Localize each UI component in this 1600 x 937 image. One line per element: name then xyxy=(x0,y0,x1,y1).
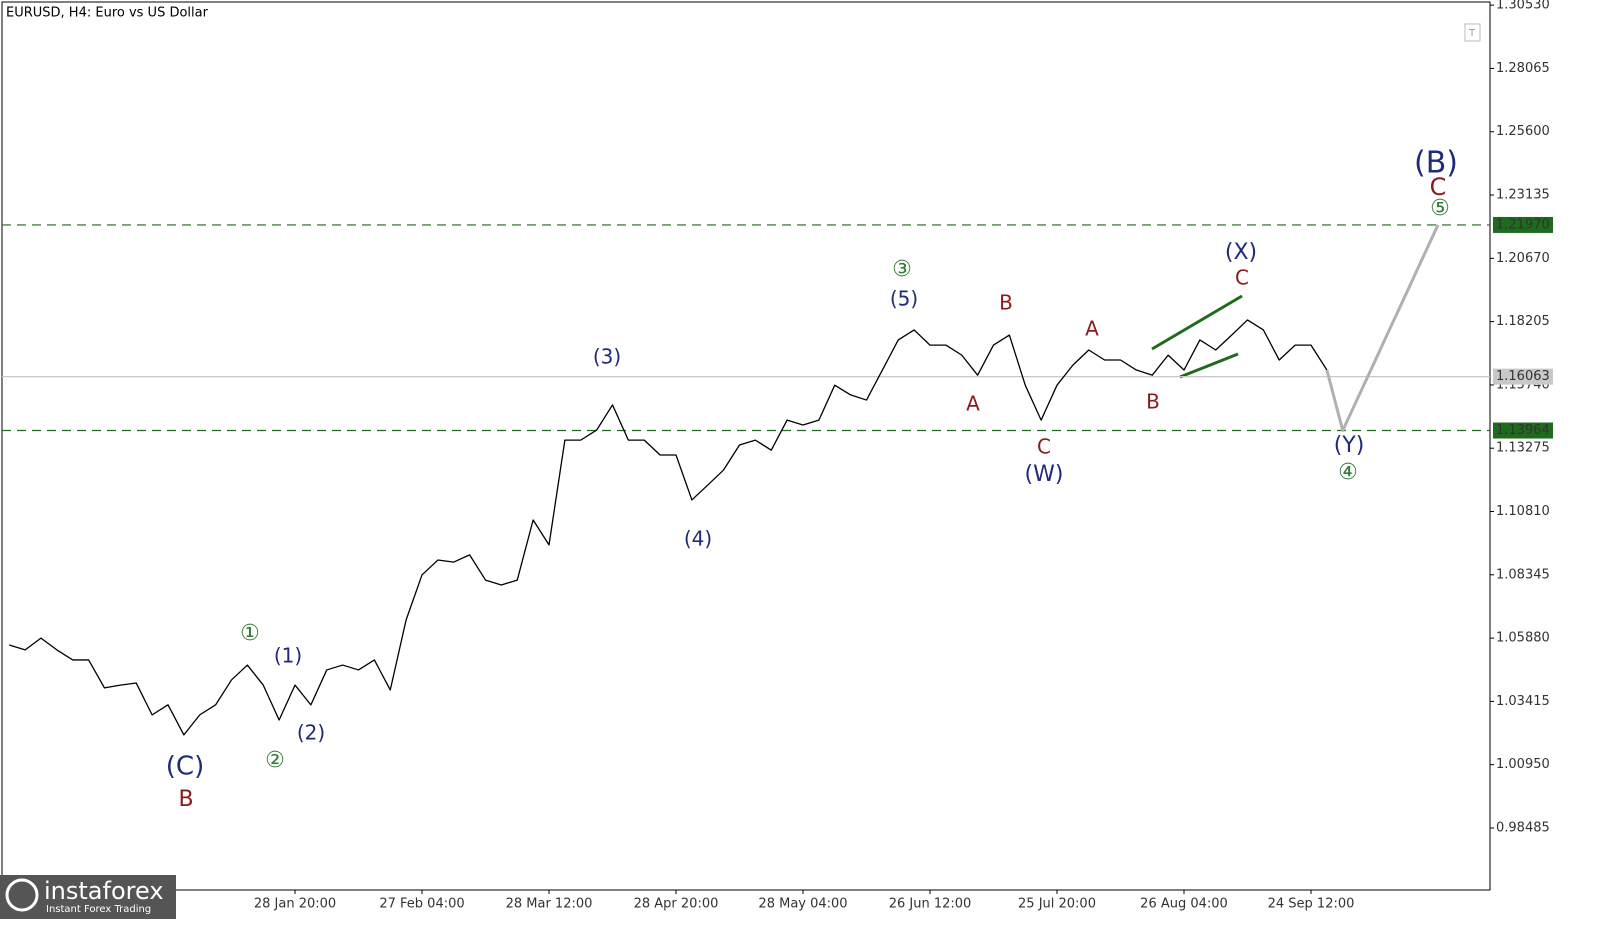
wave-label: (5) xyxy=(890,287,918,311)
x-tick-label: 26 Aug 04:00 xyxy=(1140,897,1228,912)
x-tick-label: 26 Jun 12:00 xyxy=(889,897,972,912)
wave-label: ① xyxy=(240,621,260,646)
toolbar-icon[interactable] xyxy=(1464,23,1481,42)
wave-label: B xyxy=(1146,390,1160,414)
y-tick-label: 1.00950 xyxy=(1496,757,1550,772)
x-tick-label: 28 Jan 20:00 xyxy=(254,897,336,912)
y-tick-label: 1.28065 xyxy=(1496,61,1550,76)
wave-label: B xyxy=(178,787,193,812)
wave-label: (B) xyxy=(1414,146,1458,181)
level-label-box xyxy=(1493,422,1553,439)
price-line xyxy=(9,319,1328,736)
level-label-box xyxy=(1493,216,1553,233)
wave-label: (2) xyxy=(297,721,325,745)
wave-label: A xyxy=(966,392,980,416)
wave-label: A xyxy=(1085,317,1099,341)
wave-label: (4) xyxy=(684,527,712,551)
wave-label: ② xyxy=(265,748,285,773)
wave-label: B xyxy=(999,291,1013,315)
wave-label: C xyxy=(1235,266,1249,290)
wave-label: (3) xyxy=(593,345,621,369)
level-label: 1.16063 xyxy=(1496,369,1550,384)
x-tick-label: 28 Mar 12:00 xyxy=(506,897,593,912)
wave-label: C xyxy=(1430,173,1447,201)
watermark: instaforex Instant Forex Trading xyxy=(0,875,176,919)
wedge-line xyxy=(1151,294,1243,351)
chart-title: EURUSD, H4: Euro vs US Dollar xyxy=(6,6,209,21)
x-tick-label: 27 Feb 04:00 xyxy=(379,897,464,912)
wave-label: ④ xyxy=(1338,460,1358,485)
wedge-line xyxy=(1179,352,1239,379)
level-label: 1.13964 xyxy=(1496,423,1550,438)
wave-label: (C) xyxy=(166,752,204,782)
watermark-tagline: Instant Forex Trading xyxy=(46,904,151,915)
x-tick-label: 25 Jul 20:00 xyxy=(1018,897,1096,912)
price-line xyxy=(1325,224,1440,433)
plot-frame xyxy=(1,1,1491,891)
wave-label: (X) xyxy=(1225,240,1257,265)
watermark-icon xyxy=(5,878,39,912)
watermark-brand: instaforex xyxy=(44,877,164,905)
wave-label: ⑤ xyxy=(1430,196,1450,221)
y-tick-label: 1.30530 xyxy=(1496,0,1550,13)
x-tick-label: 24 Sep 12:00 xyxy=(1268,897,1355,912)
level-label-box xyxy=(1493,368,1553,385)
y-tick-label: 1.23135 xyxy=(1496,188,1550,203)
level-label: 1.21970 xyxy=(1496,217,1550,232)
y-tick-label: 1.13275 xyxy=(1496,441,1550,456)
y-tick-label: 1.20670 xyxy=(1496,251,1550,266)
y-tick-label: 0.98485 xyxy=(1496,820,1550,835)
x-tick-label: 28 Apr 20:00 xyxy=(634,897,719,912)
y-tick-label: 1.05880 xyxy=(1496,631,1550,646)
wave-label: (W) xyxy=(1025,462,1064,487)
wave-label: C xyxy=(1037,435,1051,459)
wave-label: (Y) xyxy=(1334,433,1365,458)
y-tick-label: 1.10810 xyxy=(1496,504,1550,519)
wave-label: (1) xyxy=(274,644,302,668)
y-tick-label: 1.25600 xyxy=(1496,124,1550,139)
toolbar-icon-glyph: T xyxy=(1468,28,1476,39)
x-tick-label: 28 May 04:00 xyxy=(758,897,847,912)
y-tick-label: 1.03415 xyxy=(1496,694,1550,709)
wave-label: ③ xyxy=(892,257,912,282)
y-tick-label: 1.08345 xyxy=(1496,567,1550,582)
y-tick-label: 1.18205 xyxy=(1496,314,1550,329)
